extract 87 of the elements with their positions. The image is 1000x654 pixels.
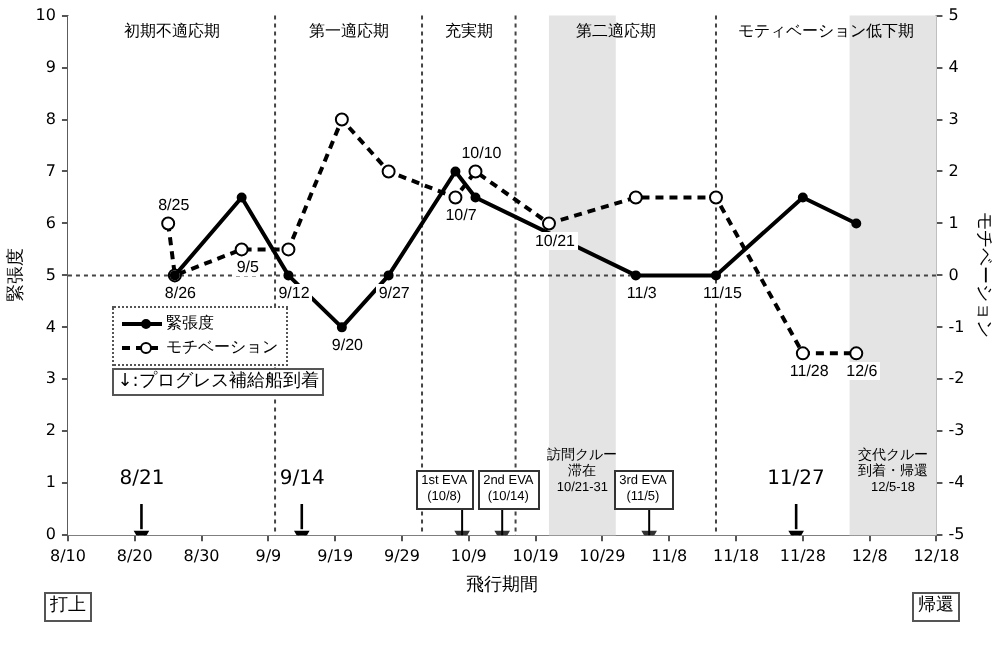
band-label: 充実期	[444, 22, 493, 41]
point	[236, 192, 247, 203]
x-tick-label: 9/29	[384, 546, 420, 565]
band-label: 第一適応期	[308, 22, 389, 41]
x-tick-label: 12/18	[913, 546, 960, 565]
y2-tick-label: 4	[948, 57, 959, 76]
x-tick-label: 11/28	[779, 546, 826, 565]
point	[468, 164, 483, 179]
annotation: 11/15	[700, 283, 744, 302]
x-tick-label: 10/9	[450, 546, 487, 565]
y2-tick-label: 1	[948, 213, 959, 232]
annotation: 9/20	[329, 335, 365, 354]
x-tick-label: 10/29	[579, 546, 626, 565]
y-tick-label: 4	[45, 317, 56, 336]
y2-tick-label: -1	[948, 317, 965, 336]
legend-label: 緊張度	[164, 312, 217, 337]
point	[710, 270, 721, 281]
x-tick-label: 8/20	[116, 546, 153, 565]
point	[161, 216, 176, 231]
x-tick-label: 10/19	[512, 546, 559, 565]
annotation: 9/27	[376, 283, 412, 302]
band-label: 第二適応期	[575, 22, 656, 41]
annotation: 9/5	[234, 257, 261, 276]
point	[450, 166, 461, 177]
y2-tick-label: 2	[948, 161, 959, 180]
point	[630, 270, 641, 281]
point	[628, 190, 643, 205]
y-tick-label: 3	[45, 369, 56, 388]
y2-tick-label: -5	[948, 525, 965, 544]
point	[234, 242, 249, 257]
y-tick-label: 1	[45, 473, 56, 492]
y2-tick-label: 3	[948, 109, 959, 128]
annotation: 10/7	[443, 205, 479, 224]
point	[448, 190, 463, 205]
y-tick-label: 10	[35, 5, 56, 24]
annotation: 10/21	[532, 231, 577, 250]
annotation: 8/26	[162, 283, 198, 302]
y2-tick-label: 0	[948, 265, 959, 284]
y-tick-label: 9	[45, 57, 56, 76]
y-tick-label: 8	[45, 109, 56, 128]
annotation: 8/21	[119, 467, 165, 490]
y2-tick-label: -3	[948, 421, 965, 440]
point	[334, 112, 349, 127]
x-tick-label: 11/8	[651, 546, 688, 565]
point	[708, 190, 723, 205]
y2-tick-label: -2	[948, 369, 965, 388]
point	[470, 192, 481, 203]
point	[381, 164, 396, 179]
legend-label: モチベーション	[164, 336, 279, 361]
y-tick-label: 6	[45, 213, 56, 232]
x-tick-label: 11/18	[712, 546, 760, 565]
point	[281, 242, 296, 257]
point	[336, 322, 347, 333]
point	[851, 218, 862, 229]
annotation: 8/25	[156, 195, 192, 214]
text: 打上	[43, 591, 92, 622]
text: 帰還	[912, 591, 961, 622]
annotation: 11/3	[624, 283, 659, 302]
y-tick-label: 5	[45, 265, 56, 284]
point	[541, 216, 556, 231]
point	[283, 270, 294, 281]
point	[383, 270, 394, 281]
annotation: 11/27	[767, 467, 825, 490]
point	[795, 346, 810, 361]
x-tick-label: 9/9	[255, 546, 282, 565]
annotation: 12/6	[844, 361, 880, 380]
point	[849, 346, 864, 361]
x-tick-label: 9/19	[317, 546, 354, 565]
band-label: 初期不適応期	[123, 22, 220, 41]
y-axis-title: 緊張度	[5, 248, 28, 303]
annotation: 10/10	[459, 143, 504, 162]
y2-tick-label: 5	[948, 5, 959, 24]
y-tick-label: 2	[45, 421, 56, 440]
annotation: 9/14	[279, 467, 325, 490]
x-tick-label: 12/8	[851, 546, 888, 565]
x-tick-label: 8/30	[183, 546, 220, 565]
y2-tick-label: -4	[948, 473, 965, 492]
x-axis-title: 飛行期間	[466, 573, 539, 596]
y-tick-label: 7	[45, 161, 56, 180]
annotation: 9/12	[276, 283, 312, 302]
x-tick-label: 8/10	[49, 546, 86, 565]
y-tick-label: 0	[45, 525, 56, 544]
y2-axis-title: モチベーション	[972, 212, 993, 339]
annotation: 11/28	[787, 361, 831, 380]
annotation: ↓:プログレス補給船到着	[111, 368, 325, 397]
point	[797, 192, 808, 203]
band-label: モティベーション低下期	[738, 22, 915, 41]
